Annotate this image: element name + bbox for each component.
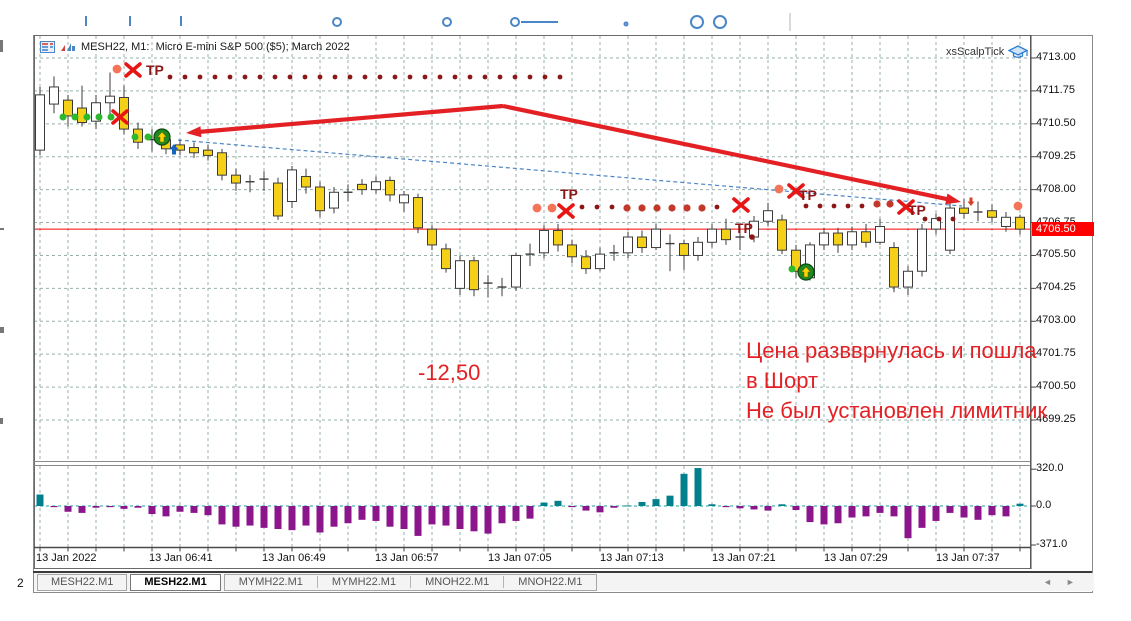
time-axis-label: 13 Jan 07:13 [600, 552, 664, 564]
candles-layer [35, 72, 1025, 298]
chart-title: MESH22, M1: Micro E-mini S&P 500 ($5); M… [81, 41, 350, 53]
trade-note-annotation: Цена развврнулась и пошла в Шорт Не был … [746, 336, 1047, 426]
buy-position-icon [797, 263, 815, 281]
price-axis-label: 4710.50 [1036, 116, 1076, 129]
price-axis-label: 4701.75 [1036, 347, 1076, 360]
entry-dot [1013, 201, 1023, 211]
indicator-axis-label: 0.0 [1036, 499, 1052, 511]
tab-scroll-right[interactable]: ► [1065, 577, 1089, 587]
price-axis-label: 4699.25 [1036, 412, 1076, 425]
tab-group: MYMH22.M1 MYMH22.M1 MNOH22.M1 MNOH22.M1 [223, 573, 598, 591]
trade-trajectory-line [177, 139, 963, 207]
mini-chart-icon[interactable] [60, 41, 76, 53]
tab-mymh22-m1-a[interactable]: MYMH22.M1 [238, 576, 303, 588]
tp-dotted-line [112, 64, 1023, 240]
left-edge-artifact [0, 40, 3, 52]
trade-note-line: Цена развврнулась и пошла [746, 338, 1037, 363]
indicators-list-icon[interactable] [40, 41, 55, 53]
tab-mymh22-m1-b[interactable]: MYMH22.M1 [316, 576, 410, 588]
tp-label: TP [560, 186, 578, 202]
closed-trade-x-marks [111, 62, 915, 219]
price-axis-label: 4709.25 [1036, 149, 1076, 162]
pane-borders [34, 35, 1036, 569]
tp-label: TP [799, 187, 817, 203]
left-edge-artifact [0, 228, 4, 230]
entry-dot [532, 203, 542, 213]
signal-green-dots [59, 113, 796, 273]
trade-note-line: Не был установлен лимитник [746, 398, 1047, 423]
volume-histogram-layer [36, 468, 1024, 539]
tp-label: TP [908, 202, 926, 218]
tp-label: TP [735, 220, 753, 236]
price-axis-label: 4703.00 [1036, 314, 1076, 327]
price-axis-label: 4713.00 [1036, 51, 1076, 63]
ea-badge: xsScalpTick [946, 44, 1029, 60]
chart-canvas[interactable]: TP TP TP TP TP [34, 35, 1092, 569]
time-axis-label: 13 Jan 07:21 [712, 552, 776, 564]
trade-note-line: в Шорт [746, 368, 819, 393]
chart-tabs-bar: MESH22.M1 MESH22.M1 MYMH22.M1 MYMH22.M1 … [34, 573, 1094, 591]
price-axis-label: 4705.50 [1036, 248, 1076, 261]
time-axis-label: 13 Jan 2022 [36, 552, 97, 564]
current-price-tag: 4706.50 [1032, 222, 1094, 236]
tab-scroll-left[interactable]: ◄ [1043, 577, 1066, 587]
tab-mnoh22-m1-a[interactable]: MNOH22.M1 [410, 576, 503, 588]
price-axis-label: 4708.00 [1036, 182, 1076, 195]
price-axis-label: 4700.50 [1036, 380, 1076, 393]
clipped-text-fragment: 2 [17, 576, 24, 590]
chart-title-bar: MESH22, M1: Micro E-mini S&P 500 ($5); M… [40, 40, 350, 54]
ea-badge-label: xsScalpTick [946, 46, 1005, 58]
time-axis-label: 13 Jan 07:05 [488, 552, 552, 564]
price-axis-label: 4711.75 [1036, 83, 1075, 96]
time-axis-label: 13 Jan 06:49 [262, 552, 326, 564]
time-axis-label: 13 Jan 07:37 [936, 552, 1000, 564]
sell-arrow-icon [967, 197, 975, 206]
price-axis-label: 4704.25 [1036, 281, 1076, 294]
time-axis-label: 13 Jan 06:41 [149, 552, 213, 564]
buy-arrow-icon [169, 144, 179, 155]
graduation-cap-icon [1008, 45, 1029, 58]
loss-annotation: -12,50 [418, 360, 481, 385]
entry-dot [547, 203, 557, 213]
entry-dot [774, 184, 784, 194]
tp-label: TP [146, 62, 164, 78]
tab-mesh22-m1-a[interactable]: MESH22.M1 [37, 573, 128, 591]
buy-position-icon [153, 128, 171, 146]
annotation-arrow [502, 103, 961, 205]
tab-mnoh22-m1-b[interactable]: MNOH22.M1 [503, 576, 596, 588]
time-axis-label: 13 Jan 06:57 [375, 552, 439, 564]
time-axis-label: 13 Jan 07:29 [824, 552, 888, 564]
tab-mesh22-m1-b-active[interactable]: MESH22.M1 [130, 573, 221, 591]
indicator-axis-label: -371.0 [1036, 538, 1068, 550]
clipped-toolbar-icons[interactable] [60, 10, 840, 36]
tabs-separator [33, 571, 1092, 573]
tab-scroll-arrows: ◄► [1043, 577, 1089, 587]
annotation-arrow [186, 103, 504, 138]
left-edge-artifact [0, 327, 4, 333]
left-edge-artifact [0, 418, 3, 424]
entry-dot [112, 64, 122, 74]
indicator-axis-label: 320.0 [1036, 462, 1064, 475]
